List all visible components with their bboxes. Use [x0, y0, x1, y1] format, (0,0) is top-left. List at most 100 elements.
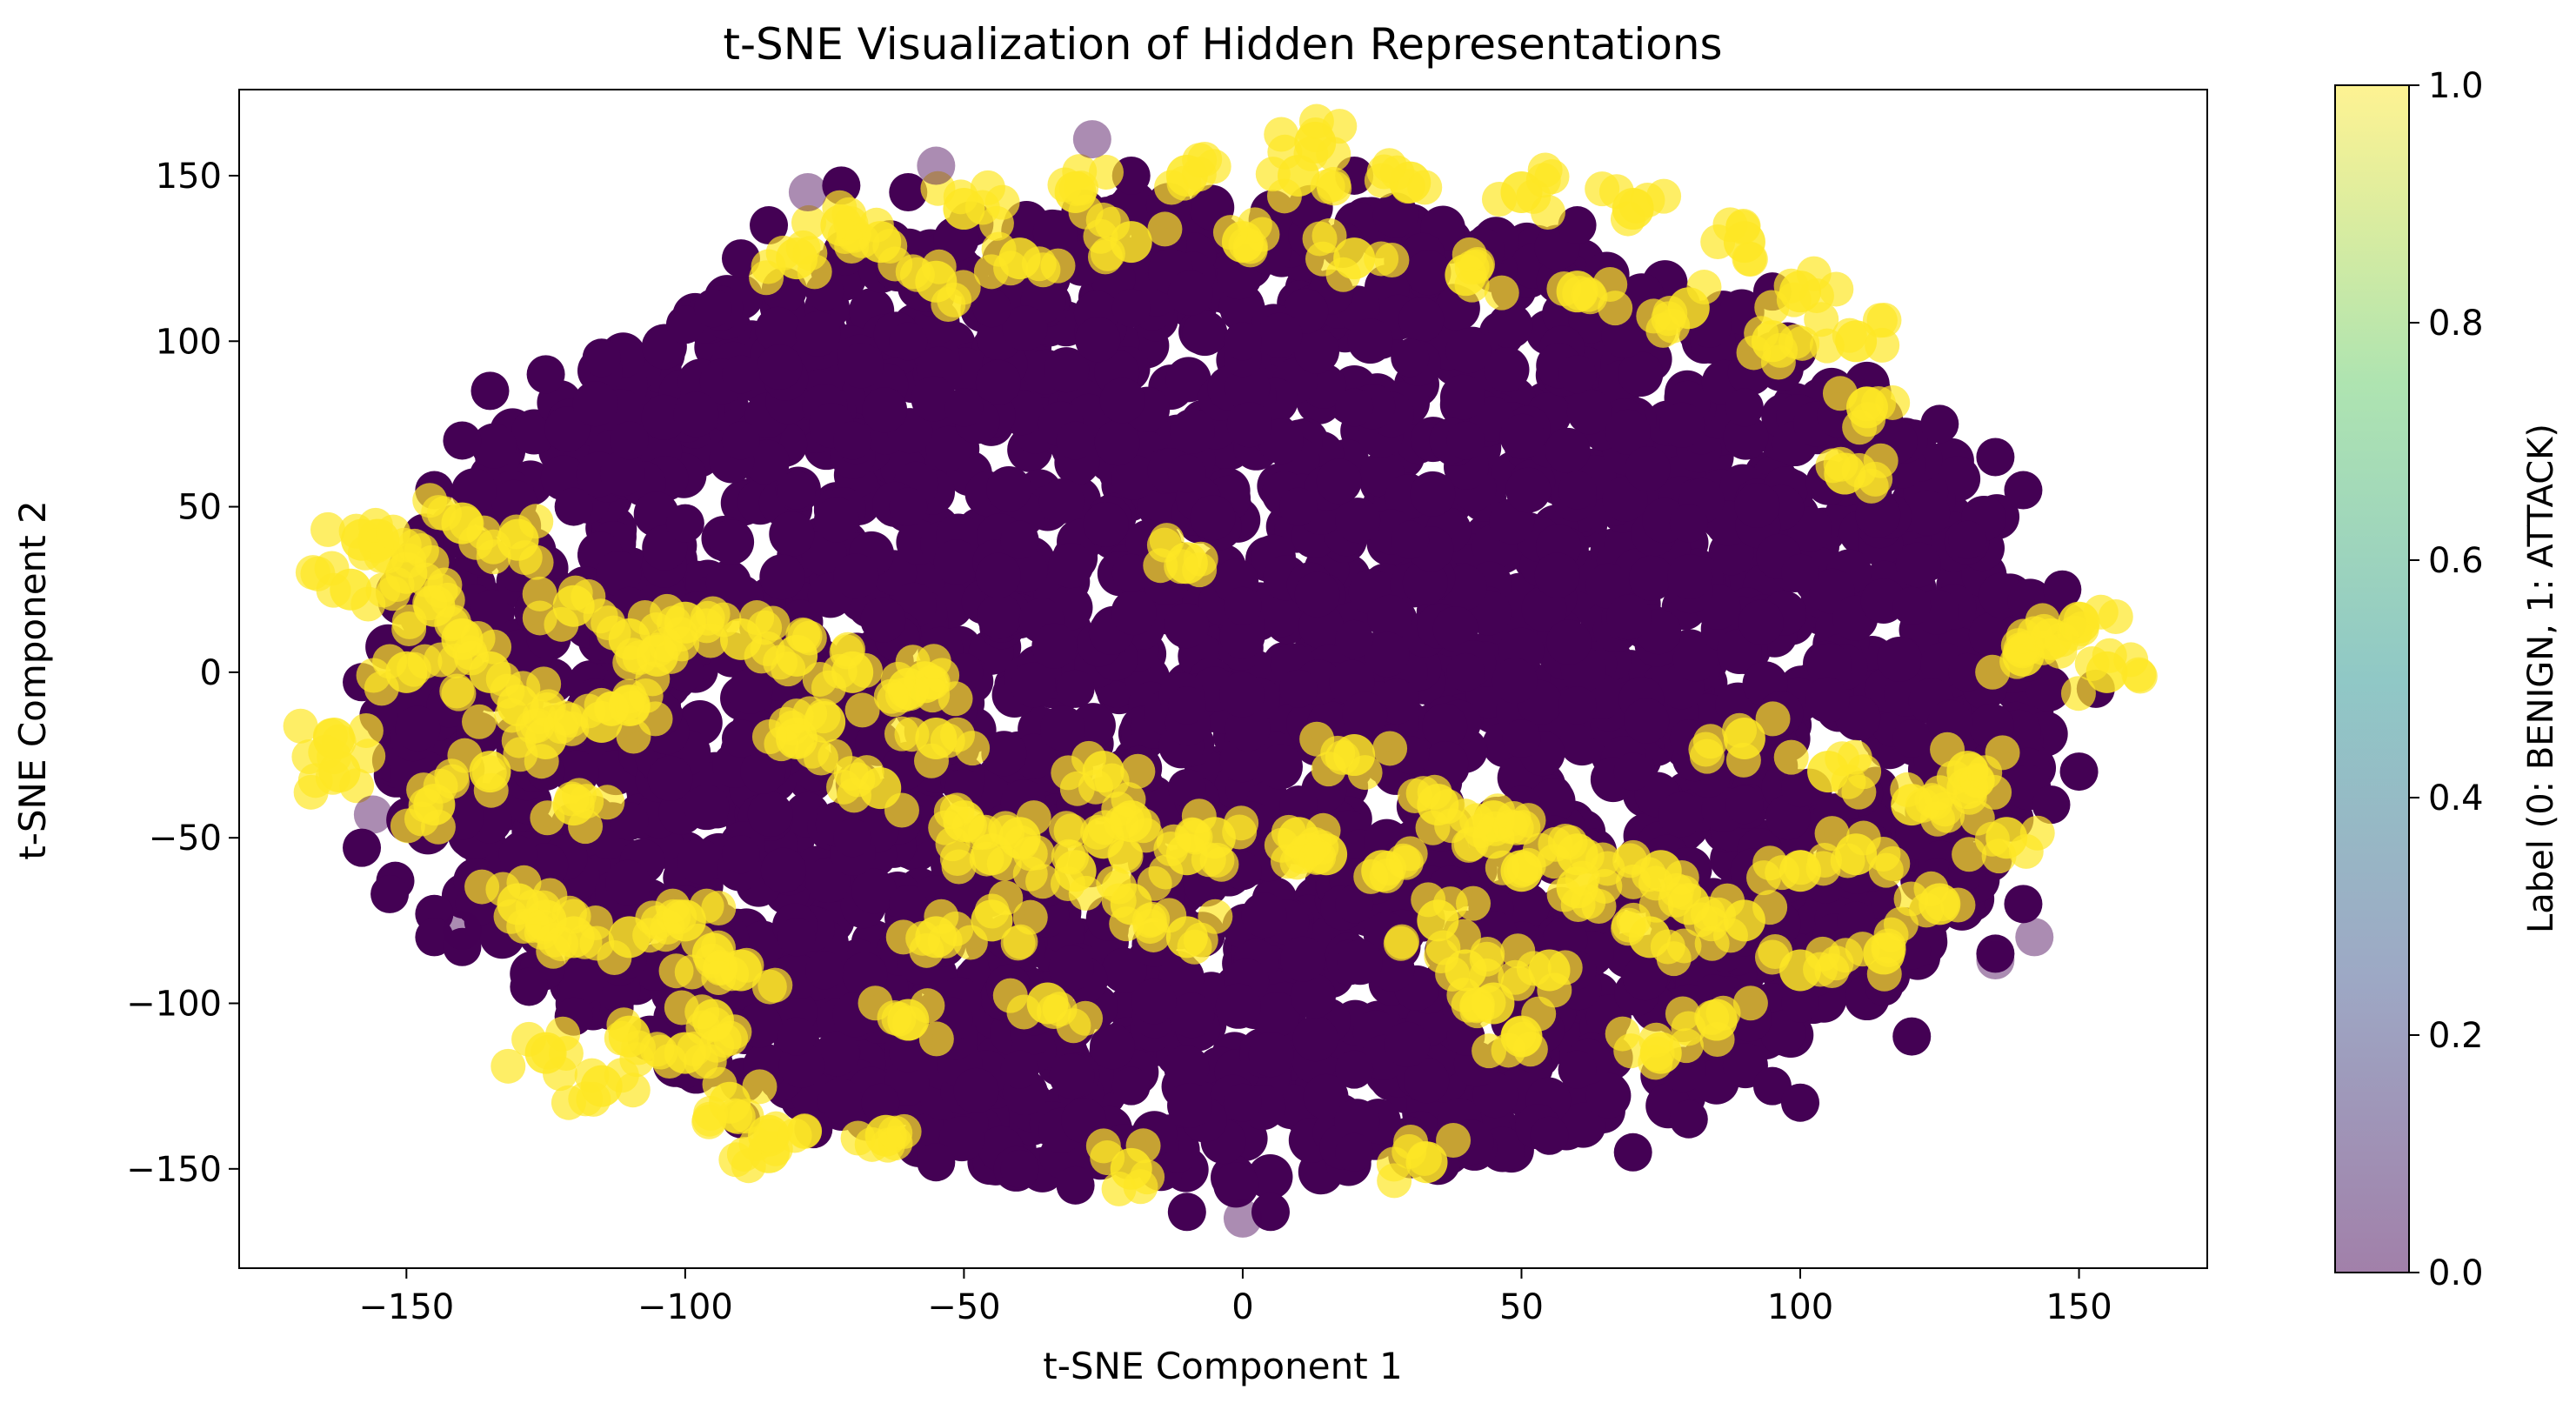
- scatter-point-benign: [605, 859, 651, 905]
- scatter-point-benign: [1316, 458, 1362, 504]
- scatter-point-benign: [747, 792, 793, 838]
- scatter-point-attack: [1500, 965, 1536, 1001]
- scatter-point-benign: [1805, 677, 1851, 723]
- scatter-point-attack: [1137, 865, 1172, 901]
- scatter-point-attack: [1725, 742, 1761, 778]
- scatter-point-benign: [1806, 643, 1852, 689]
- scatter-point-benign: [1257, 744, 1303, 790]
- scatter-point-benign: [1505, 467, 1552, 513]
- scatter-point-attack: [787, 1113, 823, 1149]
- scatter-point-benign: [1492, 658, 1538, 704]
- scatter-point-benign: [925, 425, 971, 471]
- scatter-point-attack: [462, 704, 497, 739]
- scatter-point-benign: [1164, 1045, 1210, 1091]
- scatter-point-benign: [972, 289, 1011, 328]
- scatter-point-attack: [1151, 898, 1187, 933]
- scatter-point-benign: [1404, 1058, 1450, 1104]
- scatter-point-benign: [582, 338, 621, 377]
- scatter-point-attack: [518, 544, 554, 580]
- scatter-point-attack: [491, 1048, 526, 1084]
- scatter-point-attack: [1611, 911, 1646, 946]
- scatter-point-attack: [1773, 268, 1809, 304]
- scatter-point-attack: [695, 596, 731, 631]
- y-tick-label: −50: [149, 818, 222, 859]
- scatter-point-attack: [920, 170, 956, 206]
- scatter-point-attack: [1050, 865, 1085, 901]
- scatter-point-attack: [1270, 844, 1305, 879]
- scatter-point-attack: [1071, 740, 1106, 776]
- scatter-point-attack: [981, 231, 1017, 267]
- scatter-point-benign: [1927, 699, 1973, 745]
- scatter-point-attack: [2008, 833, 2044, 869]
- scatter-point-benign: [1725, 388, 1764, 427]
- scatter-point-benign: [1056, 421, 1095, 460]
- scatter-point-benign: [1111, 289, 1151, 328]
- scatter-point-benign: [1251, 1193, 1290, 1232]
- scatter-point-attack: [1875, 384, 1911, 420]
- scatter-point-benign: [443, 421, 482, 460]
- scatter-point-benign: [1167, 270, 1213, 316]
- scatter-point-attack: [1430, 789, 1465, 825]
- scatter-point-attack: [372, 644, 408, 679]
- scatter-point-attack: [826, 769, 862, 805]
- scatter-point-benign: [2004, 885, 2043, 924]
- scatter-point-attack: [293, 774, 329, 810]
- scatter-point-attack: [493, 899, 529, 934]
- scatter-point-attack: [750, 631, 785, 666]
- scatter-point-attack: [568, 809, 604, 845]
- scatter-point-benign: [1099, 377, 1145, 424]
- scatter-point-attack: [1873, 917, 1909, 952]
- scatter-point-benign: [1446, 421, 1485, 460]
- scatter-point-benign: [1558, 1050, 1597, 1089]
- scatter-point-benign: [1290, 973, 1336, 1019]
- scatter-point-benign: [750, 206, 789, 245]
- x-tick-label: 0: [1231, 1287, 1253, 1327]
- scatter-point-benign: [814, 497, 860, 543]
- scatter-point-benign: [1111, 454, 1157, 500]
- scatter-point-attack: [1372, 731, 1408, 766]
- scatter-point-benign: [1367, 594, 1413, 640]
- scatter-point-benign: [1723, 414, 1769, 460]
- scatter-point-benign: [1048, 945, 1094, 992]
- scatter-point-benign: [986, 466, 1032, 512]
- scatter-point-benign: [1892, 586, 1932, 625]
- scatter-point-benign: [1226, 402, 1272, 448]
- scatter-point-attack: [1525, 163, 1561, 198]
- scatter-point-benign: [1837, 901, 1876, 940]
- scatter-point-benign: [1056, 1166, 1095, 1205]
- scatter-point-attack: [596, 615, 631, 651]
- scatter-point-attack: [1506, 851, 1542, 886]
- scatter-point-benign: [1337, 939, 1383, 985]
- scatter-point-attack: [545, 1016, 581, 1052]
- scatter-point-attack: [797, 254, 832, 290]
- scatter-point-benign: [911, 376, 957, 422]
- scatter-point-attack: [1051, 838, 1086, 874]
- scatter-point-benign: [677, 838, 723, 885]
- scatter-point-attack: [1125, 808, 1161, 844]
- colorbar-tick-label: 0.6: [2428, 541, 2484, 581]
- scatter-point-benign: [1169, 992, 1215, 1039]
- chart-title: t-SNE Visualization of Hidden Representa…: [723, 19, 1722, 70]
- scatter-point-attack: [530, 800, 565, 836]
- scatter-point-benign: [1505, 883, 1551, 929]
- scatter-point-attack: [931, 287, 966, 323]
- scatter-point-benign: [1558, 355, 1597, 394]
- scatter-point-benign: [917, 1143, 956, 1182]
- scatter-point-attack: [1651, 301, 1686, 337]
- scatter-point-attack: [1130, 1159, 1165, 1195]
- scatter-point-attack: [753, 1118, 789, 1153]
- scatter-point-attack: [1436, 1122, 1472, 1158]
- scatter-point-benign: [833, 553, 879, 599]
- scatter-point-benign: [1502, 719, 1541, 758]
- scatter-point-attack: [962, 815, 998, 851]
- colorbar-tick-label: 0.2: [2428, 1016, 2484, 1056]
- scatter-point-attack: [1773, 739, 1809, 775]
- scatter-point-attack: [1666, 928, 1702, 964]
- x-tick-label: 50: [1499, 1287, 1544, 1327]
- scatter-point-attack: [1012, 899, 1048, 935]
- scatter-point-attack: [1530, 195, 1565, 230]
- scatter-point-attack: [1452, 237, 1487, 272]
- scatter-point-benign: [709, 519, 755, 565]
- scatter-point-benign: [889, 885, 928, 924]
